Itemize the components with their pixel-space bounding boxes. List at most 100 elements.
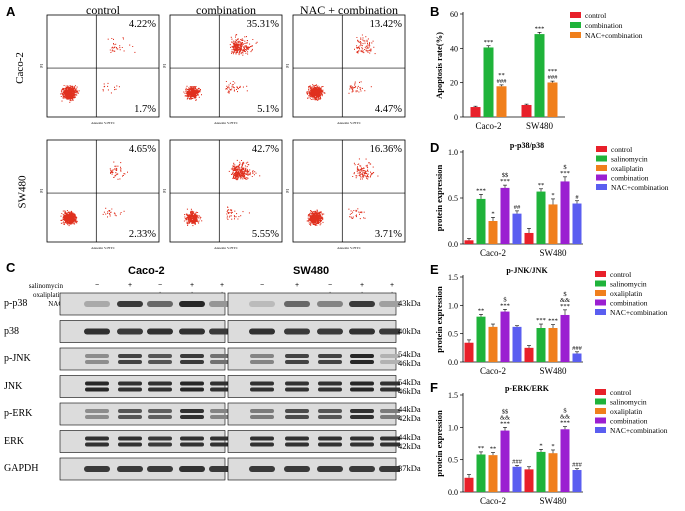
chart-apoptosis-rate: Apoptosis rate(%)0204060*****###Caco-2**… [434,10,643,131]
legend-swatch [595,280,606,287]
bar [476,454,486,492]
flow-x-axis-label: Annexin V-FITC [91,246,115,250]
y-axis-label: Apoptosis rate(%) [434,32,444,99]
quadrant-lower-right-value: 2.33% [129,229,156,240]
chart-p-jnk: p-JNK/JNK protein expression 0.0 0.5 1.0 1.5 *… [434,266,668,376]
y-axis-label: protein expression [434,286,444,353]
bar [536,328,546,362]
legend-label: oxaliplatin [611,164,643,173]
panel-letter-f: F [430,380,438,395]
legend-label: NAC+combination [610,426,668,435]
blot-band [118,436,142,441]
wb-group-title-sw480: SW480 [293,265,330,277]
blot-band [118,354,142,358]
blot-band [285,409,309,413]
y-axis-label: protein expression [434,164,444,231]
blot-band [379,466,400,472]
significance-mark: $$ [502,172,509,179]
y-tick-label: 1.0 [448,423,458,432]
flow-dots [183,159,261,227]
legend-label: control [585,11,606,20]
bar [476,198,486,244]
blot-band [249,301,275,307]
y-tick-label: 0.5 [448,330,458,339]
legend-label: oxaliplatin [610,289,642,298]
blot-band [148,354,172,358]
treatment-sign: − [327,282,333,289]
blot-band [379,301,400,307]
western-blot-panel [59,292,400,481]
treatment-sign: + [359,282,365,289]
blot-band [350,381,374,386]
treatment-label-oxaliplatin: oxaliplatin [33,291,63,299]
bar [572,470,582,492]
significance-mark: ## [514,204,521,211]
flow-x-axis-label: Annexin V-FITC [214,246,238,250]
blot-band [318,354,342,358]
blot-band [250,436,274,441]
flow-y-axis-label: PI [39,189,44,193]
blot-band [284,466,310,472]
blot-band [350,354,374,358]
blot-band [118,442,142,447]
bar [512,466,522,492]
blot-strip [227,375,397,398]
significance-mark: && [560,414,570,421]
blot-band [318,387,342,392]
molecular-weight-label: 37kDa [398,463,421,473]
y-tick-label: 0.0 [448,240,458,249]
blot-band [350,415,374,419]
significance-mark: $ [563,408,567,415]
legend-swatch [595,299,606,306]
protein-label-p38: p38 [4,325,19,337]
protein-label-erk: ERK [4,435,24,447]
quadrant-lower-right-value: 5.1% [257,104,279,115]
protein-label-p-jnk: p-JNK [4,353,31,364]
legend-swatch [570,12,581,18]
significance-mark: ### [572,345,583,352]
panel-letter-c: C [6,260,16,275]
blot-band [85,354,109,358]
y-tick-label: 1.0 [448,301,458,310]
bar [560,181,570,244]
legend-swatch [595,398,606,405]
blot-band [380,442,400,447]
flow-dots [60,161,128,227]
blot-band [250,409,274,413]
significance-mark: * [551,443,554,450]
blot-band [180,381,204,386]
legend-label: combination [610,299,648,308]
treatment-sign: + [389,282,395,289]
quadrant-upper-right-value: 16.36% [370,144,403,155]
panel-letter-b: B [430,4,440,19]
treatment-label-salinomycin: salinomycin [28,282,63,290]
treatment-sign: + [127,282,133,289]
quadrant-upper-right-value: 42.7% [252,144,279,155]
blot-strip [59,347,226,371]
bar [560,429,570,492]
category-label: SW480 [540,248,568,258]
blot-band [117,328,143,335]
blot-band [180,409,204,413]
quadrant-upper-right-value: 13.42% [370,19,403,30]
blot-band [118,360,142,364]
y-tick-label: 0 [454,113,458,122]
legend-label: combination [610,417,648,426]
legend-swatch [570,32,581,38]
blot-band [317,466,343,472]
blot-band [118,387,142,392]
significance-mark: *** [535,25,545,32]
bar [496,86,507,117]
blot-band [318,442,342,447]
blot-strip [227,430,397,453]
significance-mark: && [560,297,570,304]
wb-group-title-caco2: Caco-2 [128,265,165,277]
significance-mark: * [551,192,554,199]
blot-band [285,387,309,392]
quadrant-lower-right-value: 1.7% [134,104,156,115]
flow-dots [183,34,258,102]
treatment-sign: − [259,282,265,289]
significance-mark: * [539,442,542,449]
legend-label: NAC+combination [610,308,668,317]
bar [500,311,510,362]
